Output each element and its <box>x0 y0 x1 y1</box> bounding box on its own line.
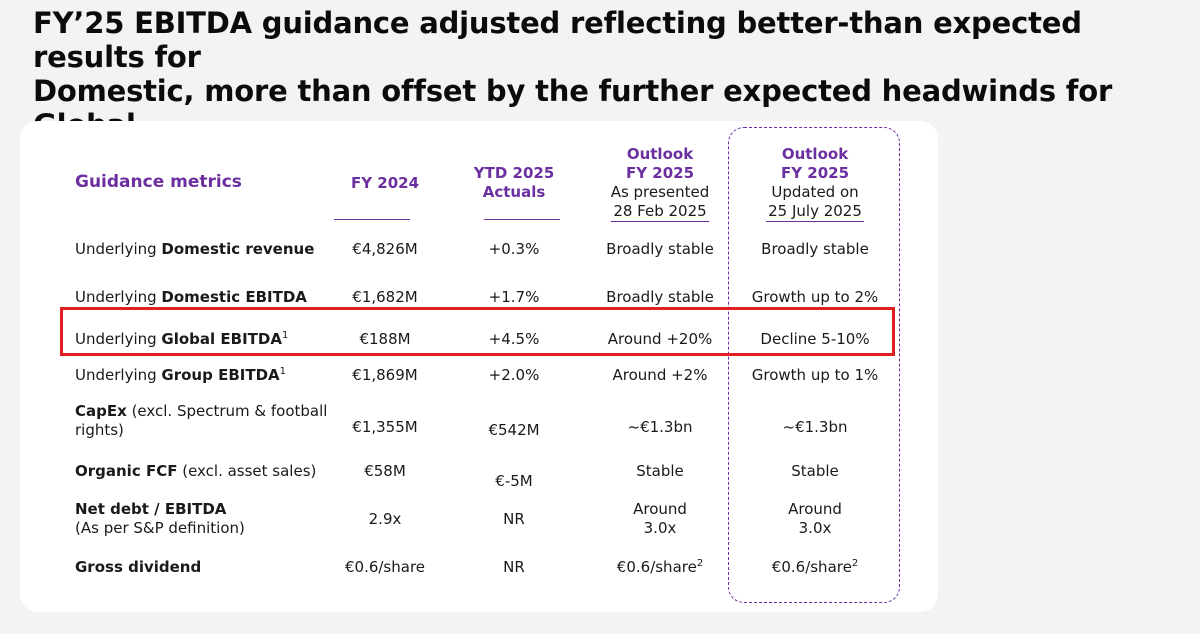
cell-updated-line1: Around <box>788 500 842 518</box>
cell-updated: Stable <box>791 462 839 480</box>
guidance-table-card <box>20 121 938 612</box>
page-title: FY’25 EBITDA guidance adjusted reflectin… <box>33 6 1193 142</box>
cell-ytd: €-5M <box>495 472 533 490</box>
cell-outlook-line1: Around <box>633 500 687 518</box>
cell-fy2024: €1,869M <box>352 366 418 384</box>
cell-updated: Broadly stable <box>761 240 869 258</box>
cell-updated-line2: 3.0x <box>798 519 832 537</box>
cell-outlook-line2: 3.0x <box>643 519 677 537</box>
cell-ytd: NR <box>503 558 525 576</box>
row-label-capex: CapEx (excl. Spectrum & football <box>75 402 328 420</box>
header-updated-line3: Updated on <box>771 183 859 201</box>
cell-fy2024: €58M <box>364 462 406 480</box>
header-ytd-line2: Actuals <box>482 183 546 201</box>
row-label-capex-line2: rights) <box>75 421 124 439</box>
cell-outlook: Around +2% <box>612 366 708 384</box>
cell-ytd: +4.5% <box>488 330 540 348</box>
updated-column-outline <box>728 127 900 603</box>
cell-outlook: Stable <box>636 462 684 480</box>
row-label-domestic-ebitda: Underlying Domestic EBITDA <box>75 288 307 306</box>
cell-ytd: NR <box>503 510 525 528</box>
cell-ytd: +0.3% <box>488 240 540 258</box>
cell-fy2024: €1,355M <box>352 418 418 436</box>
row-label-group-ebitda: Underlying Group EBITDA1 <box>75 366 287 384</box>
header-outlook-underline <box>611 221 709 222</box>
cell-ytd: €542M <box>488 421 540 439</box>
header-updated-line2: FY 2025 <box>780 164 850 182</box>
header-outlook-line2: FY 2025 <box>625 164 695 182</box>
global-ebitda-highlight-box <box>60 307 895 356</box>
row-label-organic-fcf: Organic FCF (excl. asset sales) <box>75 462 317 480</box>
cell-fy2024: 2.9x <box>368 510 402 528</box>
cell-outlook: €0.6/share2 <box>616 558 704 576</box>
row-label-global-ebitda: Underlying Global EBITDA1 <box>75 330 289 348</box>
header-outlook-line3: As presented <box>610 183 710 201</box>
header-fy2024: FY 2024 <box>350 174 420 192</box>
cell-updated: Growth up to 1% <box>751 366 879 384</box>
cell-updated: Decline 5-10% <box>760 330 870 348</box>
row-label-net-debt-ebitda-line2: (As per S&P definition) <box>75 519 245 537</box>
header-guidance-metrics: Guidance metrics <box>75 172 242 192</box>
header-outlook-line4: 28 Feb 2025 <box>613 202 707 220</box>
header-fy2024-underline <box>334 219 410 220</box>
header-ytd-underline <box>484 219 560 220</box>
cell-updated: ~€1.3bn <box>782 418 848 436</box>
title-line-2: Domestic, more than offset by the furthe… <box>33 74 1113 142</box>
cell-ytd: +2.0% <box>488 366 540 384</box>
header-updated-line1: Outlook <box>781 145 849 163</box>
row-label-gross-dividend: Gross dividend <box>75 558 202 576</box>
cell-updated: €0.6/share2 <box>771 558 859 576</box>
header-updated-line4: 25 July 2025 <box>768 202 862 220</box>
cell-updated: Growth up to 2% <box>751 288 879 306</box>
cell-ytd: +1.7% <box>488 288 540 306</box>
header-ytd-line1: YTD 2025 <box>473 164 555 182</box>
title-line-1: FY’25 EBITDA guidance adjusted reflectin… <box>33 6 1082 74</box>
cell-outlook: ~€1.3bn <box>627 418 693 436</box>
cell-fy2024: €188M <box>359 330 411 348</box>
cell-outlook: Broadly stable <box>606 288 714 306</box>
cell-fy2024: €1,682M <box>352 288 418 306</box>
cell-fy2024: €4,826M <box>352 240 418 258</box>
header-updated-underline <box>766 221 864 222</box>
row-label-net-debt-ebitda: Net debt / EBITDA <box>75 500 227 518</box>
cell-outlook: Around +20% <box>607 330 713 348</box>
header-outlook-line1: Outlook <box>626 145 694 163</box>
cell-outlook: Broadly stable <box>606 240 714 258</box>
row-label-domestic-revenue: Underlying Domestic revenue <box>75 240 315 258</box>
cell-fy2024: €0.6/share <box>344 558 426 576</box>
